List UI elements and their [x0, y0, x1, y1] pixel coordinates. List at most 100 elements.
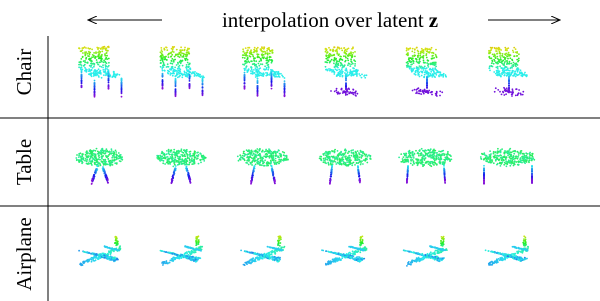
point [504, 88, 506, 90]
point [115, 249, 117, 251]
point [262, 63, 264, 65]
point [435, 158, 437, 160]
point [342, 153, 344, 155]
point [334, 66, 336, 68]
point [502, 60, 504, 62]
point [273, 151, 275, 153]
point [156, 155, 158, 157]
point [170, 150, 172, 152]
point [339, 154, 341, 156]
point [340, 161, 342, 163]
point [189, 76, 191, 78]
point [257, 56, 259, 58]
point [263, 68, 265, 70]
point [98, 76, 100, 78]
point [284, 80, 286, 82]
point [510, 67, 512, 69]
point [274, 178, 276, 180]
point [83, 65, 85, 67]
point [490, 65, 492, 67]
point [511, 63, 513, 65]
point [341, 164, 343, 166]
point [84, 251, 86, 253]
point [174, 258, 176, 260]
point [370, 158, 372, 160]
point [103, 168, 105, 170]
point [346, 50, 348, 52]
point [272, 172, 274, 174]
point [516, 59, 518, 61]
point [265, 53, 267, 55]
point [413, 163, 415, 165]
point [175, 93, 177, 95]
point [406, 179, 408, 181]
point [178, 76, 180, 78]
point [516, 151, 518, 153]
point [160, 51, 162, 53]
point [274, 180, 276, 182]
point [417, 88, 419, 90]
point [160, 47, 162, 49]
point [277, 162, 279, 164]
point [406, 62, 408, 64]
point [331, 165, 333, 167]
point [268, 47, 270, 49]
point [99, 163, 101, 165]
point [75, 157, 77, 159]
point [420, 155, 422, 157]
point [511, 95, 513, 97]
point [202, 75, 204, 77]
point [182, 60, 184, 62]
point [331, 161, 333, 163]
point [186, 252, 188, 254]
point [512, 50, 514, 52]
point [426, 87, 428, 89]
point-cloud [480, 148, 535, 185]
point [419, 150, 421, 152]
point [501, 67, 503, 69]
point [98, 68, 100, 70]
point [86, 160, 88, 162]
point [435, 74, 437, 76]
point [107, 158, 109, 160]
point [420, 152, 422, 154]
point [354, 63, 356, 65]
point [492, 54, 494, 56]
point [256, 75, 258, 77]
point [163, 160, 165, 162]
point [328, 54, 330, 56]
point [266, 74, 268, 76]
point [246, 71, 248, 73]
point [337, 150, 339, 152]
point [109, 160, 111, 162]
point [266, 150, 268, 152]
point [497, 89, 499, 91]
point [435, 72, 437, 74]
point [352, 73, 354, 75]
point [439, 91, 441, 93]
point [272, 71, 274, 73]
point-cloud [78, 236, 121, 266]
point [366, 74, 368, 76]
point [269, 155, 271, 157]
point [196, 155, 198, 157]
point [522, 74, 524, 76]
point [263, 46, 265, 48]
point [499, 51, 501, 53]
point [517, 93, 519, 95]
point [118, 152, 120, 154]
point [357, 162, 359, 164]
point [510, 74, 512, 76]
point [196, 72, 198, 74]
point [344, 162, 346, 164]
point [499, 61, 501, 63]
point [94, 57, 96, 59]
point [412, 164, 414, 166]
point [94, 162, 96, 164]
point [169, 260, 171, 262]
point [166, 150, 168, 152]
point [272, 169, 274, 171]
point [526, 158, 528, 160]
point [167, 163, 169, 165]
point [184, 149, 186, 151]
